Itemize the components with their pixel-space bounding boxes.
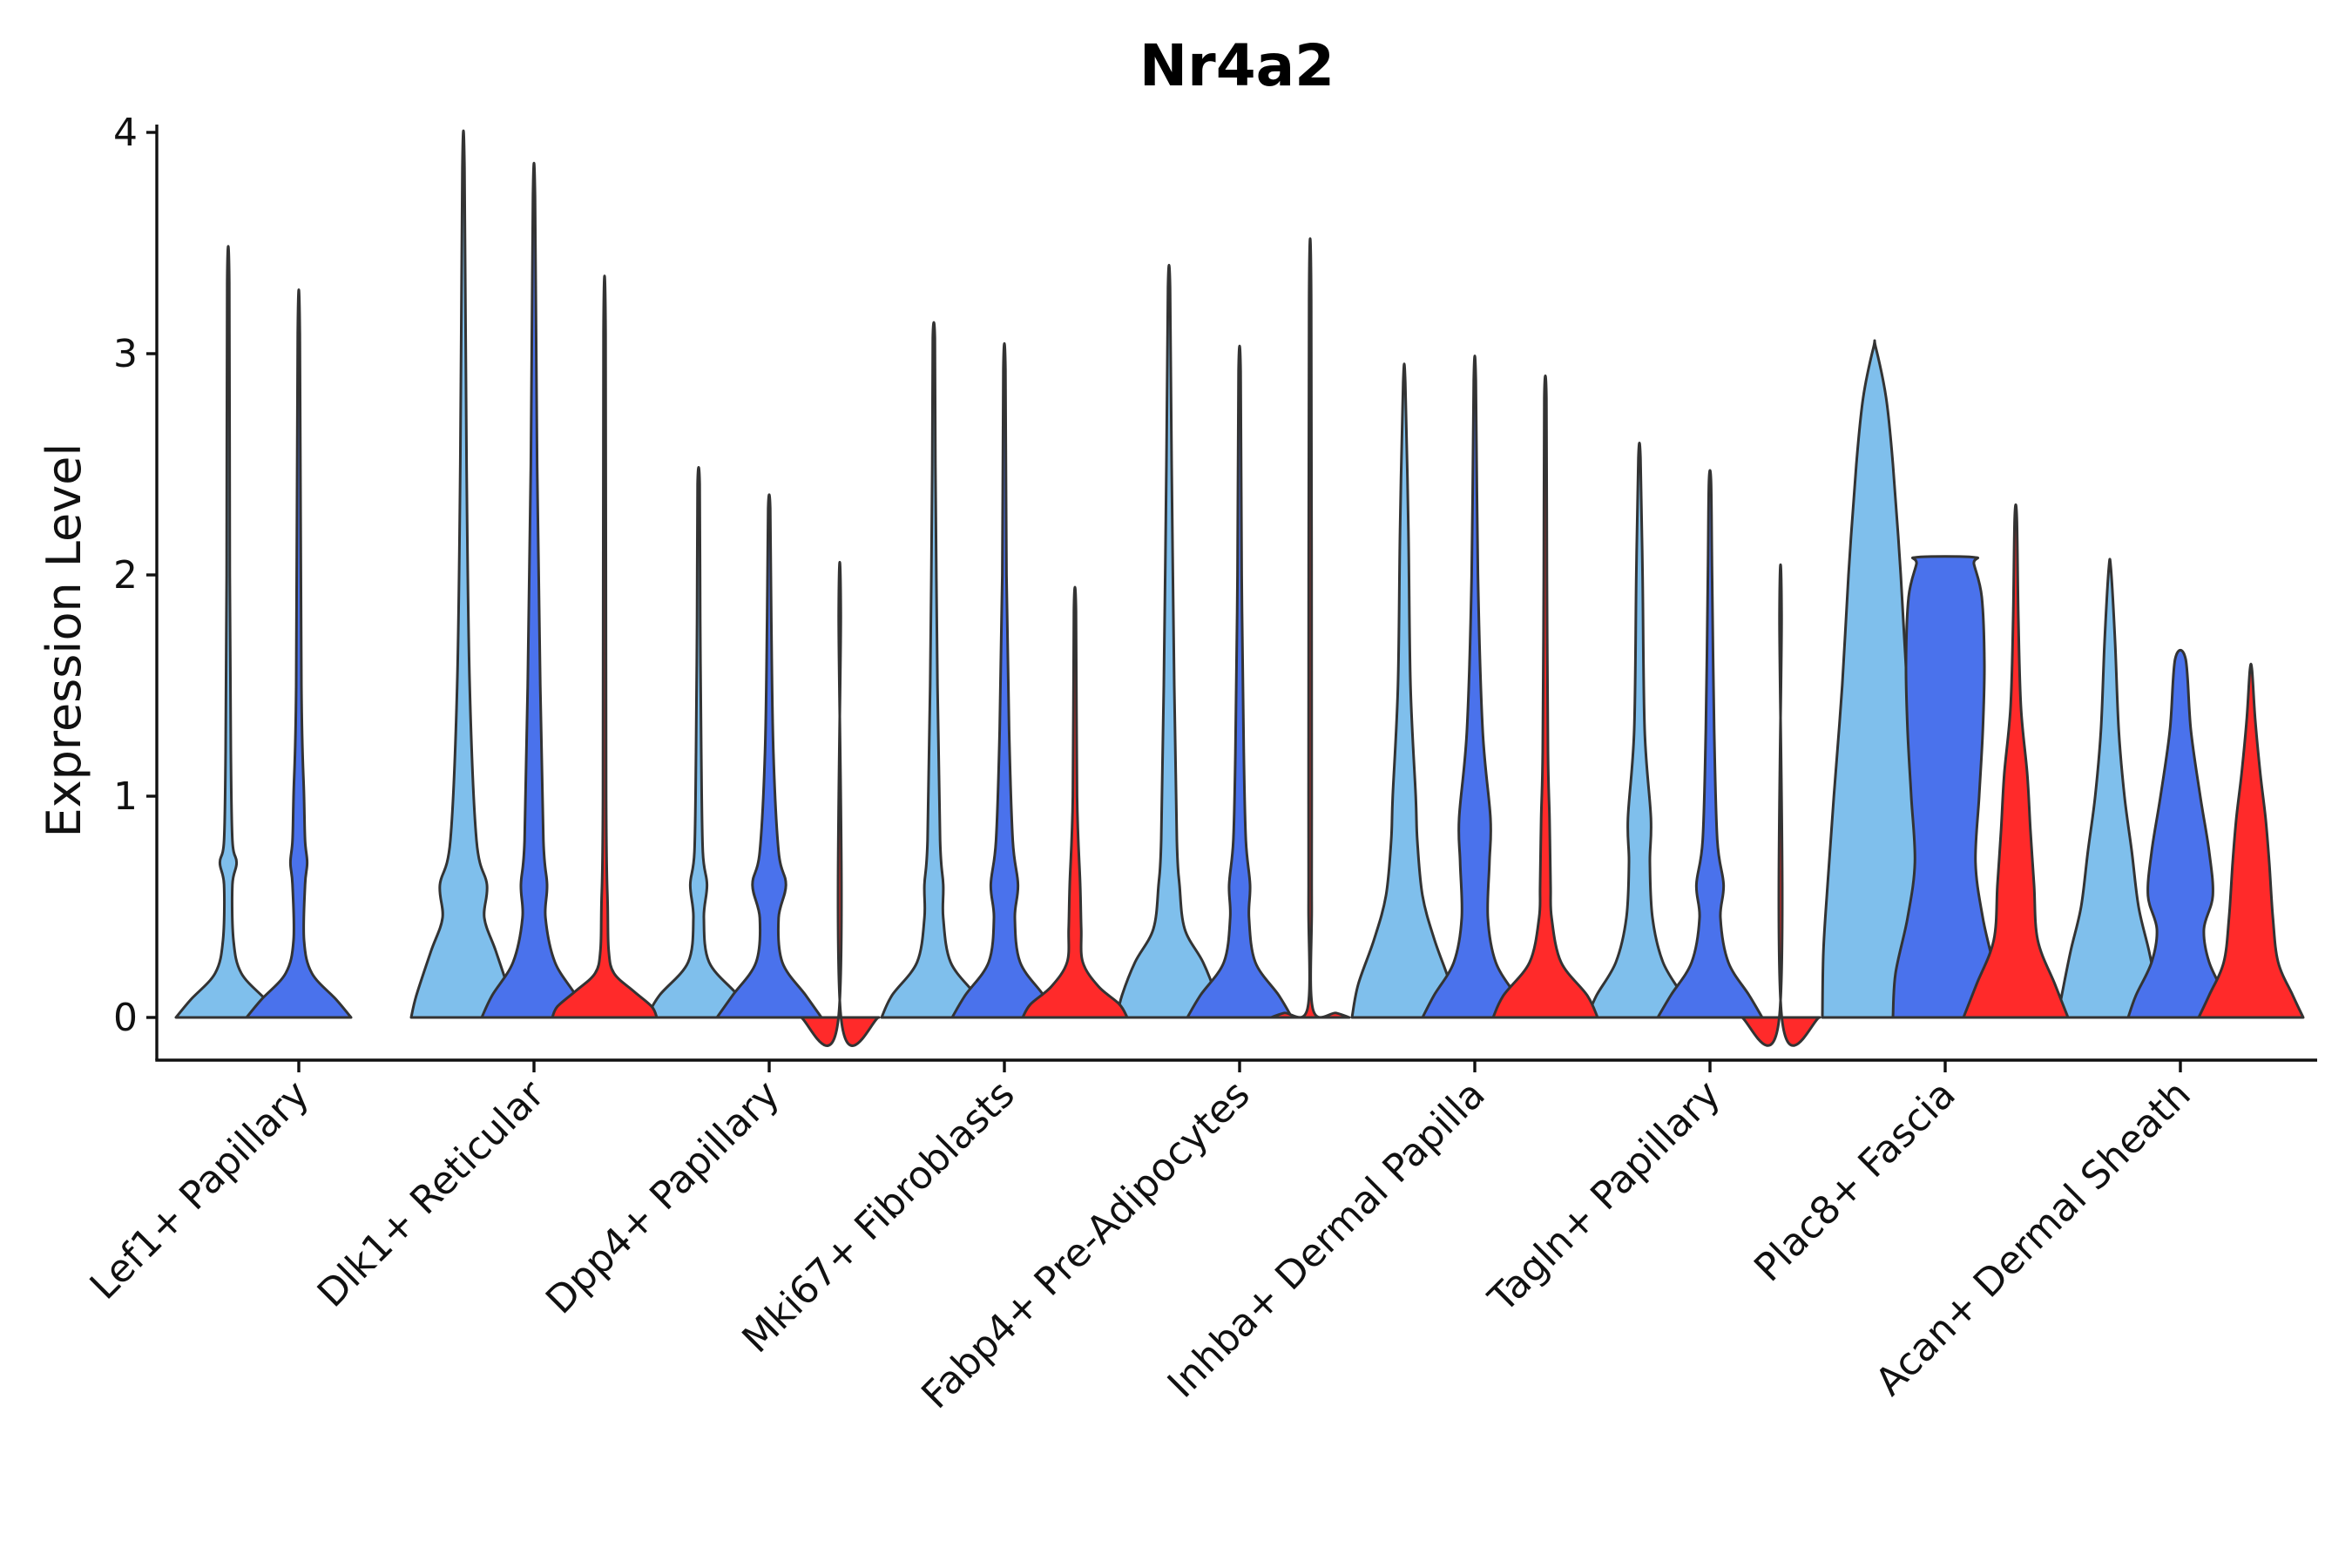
violin-acan-dermal-sheath-3 xyxy=(2197,662,2305,1019)
chart-title: Nr4a2 xyxy=(1139,32,1335,99)
x-tick-label-dlk1-reticular: Dlk1+ Reticular xyxy=(309,1071,554,1316)
violin-mki67-fibroblasts-2 xyxy=(950,342,1058,1019)
violin-tagln-papillary-3 xyxy=(1740,564,1821,1047)
violin-dpp4-papillary-1 xyxy=(645,465,753,1019)
violin-inhba-dermal-papilla-2 xyxy=(1421,355,1529,1019)
y-ticks: 0 1 2 3 4 xyxy=(113,111,157,1040)
x-tick-label-dpp4-papillary: Dpp4+ Papillary xyxy=(537,1072,788,1323)
violin-dpp4-papillary-3 xyxy=(799,561,881,1047)
violin-acan-dermal-sheath-2 xyxy=(2126,648,2234,1019)
violin-tagln-papillary-1 xyxy=(1585,442,1693,1019)
y-tick-label-4: 4 xyxy=(113,111,138,155)
violin-plac8-fascia-3 xyxy=(1962,503,2070,1019)
violin-inhba-dermal-papilla-1 xyxy=(1350,362,1458,1019)
violin-dlk1-reticular-2 xyxy=(480,162,588,1019)
violin-fabp4-pre-adipocytes-2 xyxy=(1186,344,1294,1019)
violin-tagln-papillary-2 xyxy=(1656,469,1764,1019)
y-tick-label-1: 1 xyxy=(113,774,138,819)
violin-dlk1-reticular-3 xyxy=(551,274,659,1019)
violin-plac8-fascia-2 xyxy=(1891,555,1999,1019)
x-tick-label-tagln-papillary: Tagln+ Papillary xyxy=(1480,1072,1729,1321)
violin-lef1-papillary-2 xyxy=(245,288,353,1019)
violin-inhba-dermal-papilla-3 xyxy=(1491,375,1599,1019)
violin-mki67-fibroblasts-1 xyxy=(880,321,988,1019)
x-tick-label-lef1-papillary: Lef1+ Papillary xyxy=(82,1072,318,1308)
violins-layer xyxy=(174,129,2305,1047)
y-tick-label-2: 2 xyxy=(113,553,138,598)
x-tick-label-plac8-fascia: Plac8+ Fascia xyxy=(1746,1072,1964,1291)
violin-mki67-fibroblasts-3 xyxy=(1021,585,1129,1019)
y-tick-label-3: 3 xyxy=(113,332,138,376)
violin-fabp4-pre-adipocytes-3 xyxy=(1269,237,1351,1019)
violin-lef1-papillary-1 xyxy=(174,245,282,1019)
y-tick-label-0: 0 xyxy=(113,996,138,1040)
violin-fabp4-pre-adipocytes-1 xyxy=(1115,264,1223,1019)
violin-dpp4-papillary-2 xyxy=(715,493,823,1019)
violin-dlk1-reticular-1 xyxy=(409,129,517,1019)
violin-acan-dermal-sheath-1 xyxy=(2056,558,2164,1019)
y-axis-label: Expression Level xyxy=(37,443,91,838)
